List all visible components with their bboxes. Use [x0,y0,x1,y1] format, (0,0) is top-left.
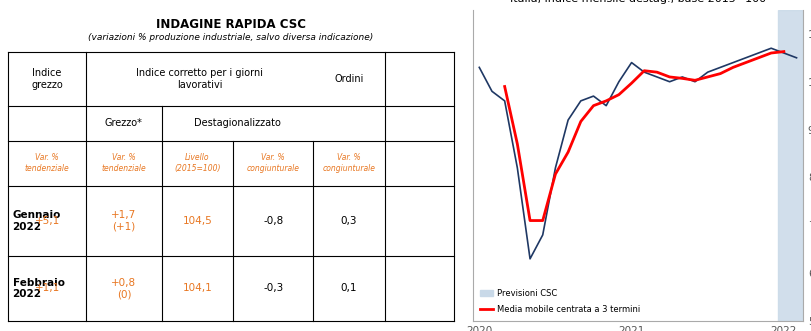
Text: Var. %
tendenziale: Var. % tendenziale [24,154,70,173]
Text: -0,3: -0,3 [263,283,283,293]
Text: +1,7
(+1): +1,7 (+1) [111,210,136,231]
Title: Produzione industriale
Italia, indice mensile destag., base 2015=100: Produzione industriale Italia, indice me… [510,0,766,4]
Text: 0,1: 0,1 [341,283,357,293]
Text: Gennaio
2022: Gennaio 2022 [12,210,61,231]
Text: -0,8: -0,8 [263,216,283,226]
Text: Indice corretto per i giorni
lavorativi: Indice corretto per i giorni lavorativi [136,69,263,90]
Text: Destagionalizzato: Destagionalizzato [194,118,281,128]
Text: Febbraio
2022: Febbraio 2022 [12,278,65,299]
Text: +0,8
(0): +0,8 (0) [111,278,136,299]
Legend: Previsioni CSC, Media mobile centrata a 3 termini: Previsioni CSC, Media mobile centrata a … [477,286,644,317]
Text: Indice
grezzo: Indice grezzo [31,69,63,90]
Bar [778,10,803,321]
Text: (variazioni % produzione industriale, salvo diversa indicazione): (variazioni % produzione industriale, sa… [88,33,373,42]
Text: INDAGINE RAPIDA CSC: INDAGINE RAPIDA CSC [156,18,306,31]
Text: +1,1: +1,1 [34,283,60,293]
Text: Ordini: Ordini [334,74,363,84]
Text: Grezzo*: Grezzo* [105,118,143,128]
Text: +5,1: +5,1 [34,216,60,226]
Text: 104,1: 104,1 [182,283,212,293]
Text: 104,5: 104,5 [182,216,212,226]
Text: Var. %
tendenziale: Var. % tendenziale [101,154,146,173]
Text: 0,3: 0,3 [341,216,357,226]
Text: Var. %
congiunturale: Var. % congiunturale [247,154,299,173]
Text: Var. %
congiunturale: Var. % congiunturale [322,154,375,173]
Text: Livello
(2015=100): Livello (2015=100) [174,154,221,173]
